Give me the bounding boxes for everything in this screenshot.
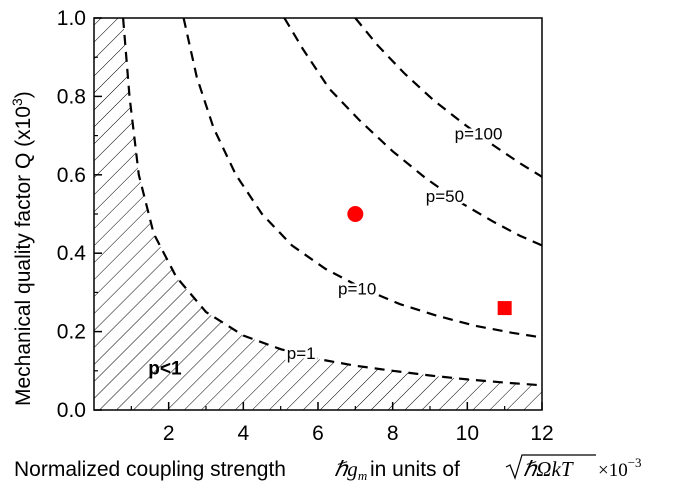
x-axis-units-expression: ℏΩkT xyxy=(523,457,574,481)
curve-p-100 xyxy=(354,18,542,178)
x-tick-label-2: 2 xyxy=(163,422,175,445)
x-axis-scale-exponent: −3 xyxy=(628,455,642,470)
curve-p-1 xyxy=(122,18,542,387)
hatched-region-p-less-than-1 xyxy=(94,18,542,410)
curve-label-p-50: p=50 xyxy=(426,187,464,206)
y-axis-ticks: 0.0 0.2 0.4 0.6 0.8 1.0 xyxy=(57,7,102,422)
marker-square xyxy=(497,301,512,316)
curve-p-50 xyxy=(283,18,542,247)
y-tick-label-0-8: 0.8 xyxy=(57,85,86,108)
marker-group xyxy=(347,206,512,316)
curve-label-p-1: p=1 xyxy=(287,344,316,363)
curve-p-10 xyxy=(182,18,542,339)
y-tick-label-0-0: 0.0 xyxy=(57,399,86,422)
marker-circle xyxy=(347,206,364,222)
x-tick-label-4: 4 xyxy=(237,422,249,445)
y-tick-label-0-6: 0.6 xyxy=(57,164,86,187)
y-tick-label-0-4: 0.4 xyxy=(57,242,87,265)
x-tick-label-10: 10 xyxy=(456,422,479,445)
x-tick-label-8: 8 xyxy=(387,422,399,445)
x-axis-scale: ×10−3 xyxy=(598,455,642,481)
y-tick-label-1-0: 1.0 xyxy=(57,7,86,30)
curve-group xyxy=(122,18,542,387)
x-tick-label-12: 12 xyxy=(530,422,553,445)
y-tick-label-0-2: 0.2 xyxy=(57,321,86,344)
curve-label-p-10: p=10 xyxy=(338,279,376,298)
curve-label-p-100: p=100 xyxy=(455,125,503,144)
x-axis-symbol: ℏgm xyxy=(334,457,367,483)
x-axis-title: Normalized coupling strength xyxy=(14,458,286,481)
curve-label-group: p=1 p=10 p=50 p=100 xyxy=(284,122,505,366)
sqrt-radical-icon xyxy=(505,454,596,480)
y-axis-title: Mechanical quality factor Q (x103) xyxy=(9,91,35,406)
x-axis-symbol-subscript: m xyxy=(358,468,367,483)
x-axis-ticks: 2 4 6 8 10 12 xyxy=(130,402,554,445)
x-axis-units-text: in units of xyxy=(370,458,460,481)
x-tick-label-6: 6 xyxy=(312,422,324,445)
region-label-p-less-than-1: p<1 xyxy=(148,359,182,380)
y-axis-title-exponent: 3 xyxy=(9,98,25,106)
